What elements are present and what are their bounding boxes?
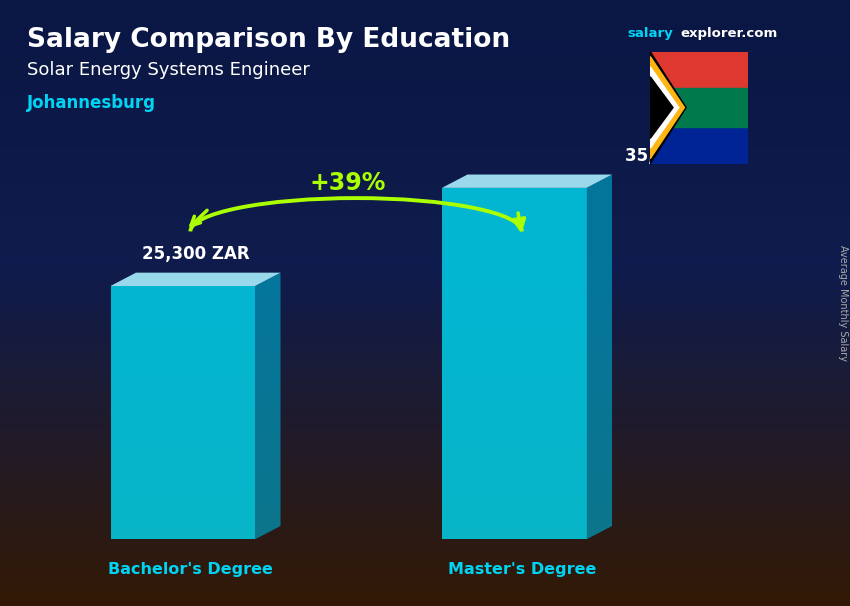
Polygon shape <box>586 175 612 539</box>
Polygon shape <box>650 67 679 148</box>
Polygon shape <box>110 273 280 286</box>
Polygon shape <box>650 77 673 138</box>
Text: Bachelor's Degree: Bachelor's Degree <box>108 562 273 578</box>
Polygon shape <box>442 175 612 188</box>
Text: Master's Degree: Master's Degree <box>448 562 596 578</box>
Polygon shape <box>650 88 748 127</box>
Polygon shape <box>650 52 748 108</box>
Polygon shape <box>442 188 586 539</box>
Text: Johannesburg: Johannesburg <box>27 94 156 112</box>
Polygon shape <box>650 56 684 159</box>
Polygon shape <box>650 108 748 164</box>
Text: 35,100 ZAR: 35,100 ZAR <box>625 147 732 165</box>
Text: Salary Comparison By Education: Salary Comparison By Education <box>27 27 510 53</box>
Text: explorer.com: explorer.com <box>680 27 777 40</box>
Text: salary: salary <box>627 27 673 40</box>
Text: Average Monthly Salary: Average Monthly Salary <box>838 245 848 361</box>
Text: +39%: +39% <box>309 171 386 195</box>
Polygon shape <box>110 286 255 539</box>
Polygon shape <box>650 52 686 164</box>
Text: Solar Energy Systems Engineer: Solar Energy Systems Engineer <box>27 61 310 79</box>
Polygon shape <box>255 273 280 539</box>
Text: 25,300 ZAR: 25,300 ZAR <box>142 245 249 263</box>
